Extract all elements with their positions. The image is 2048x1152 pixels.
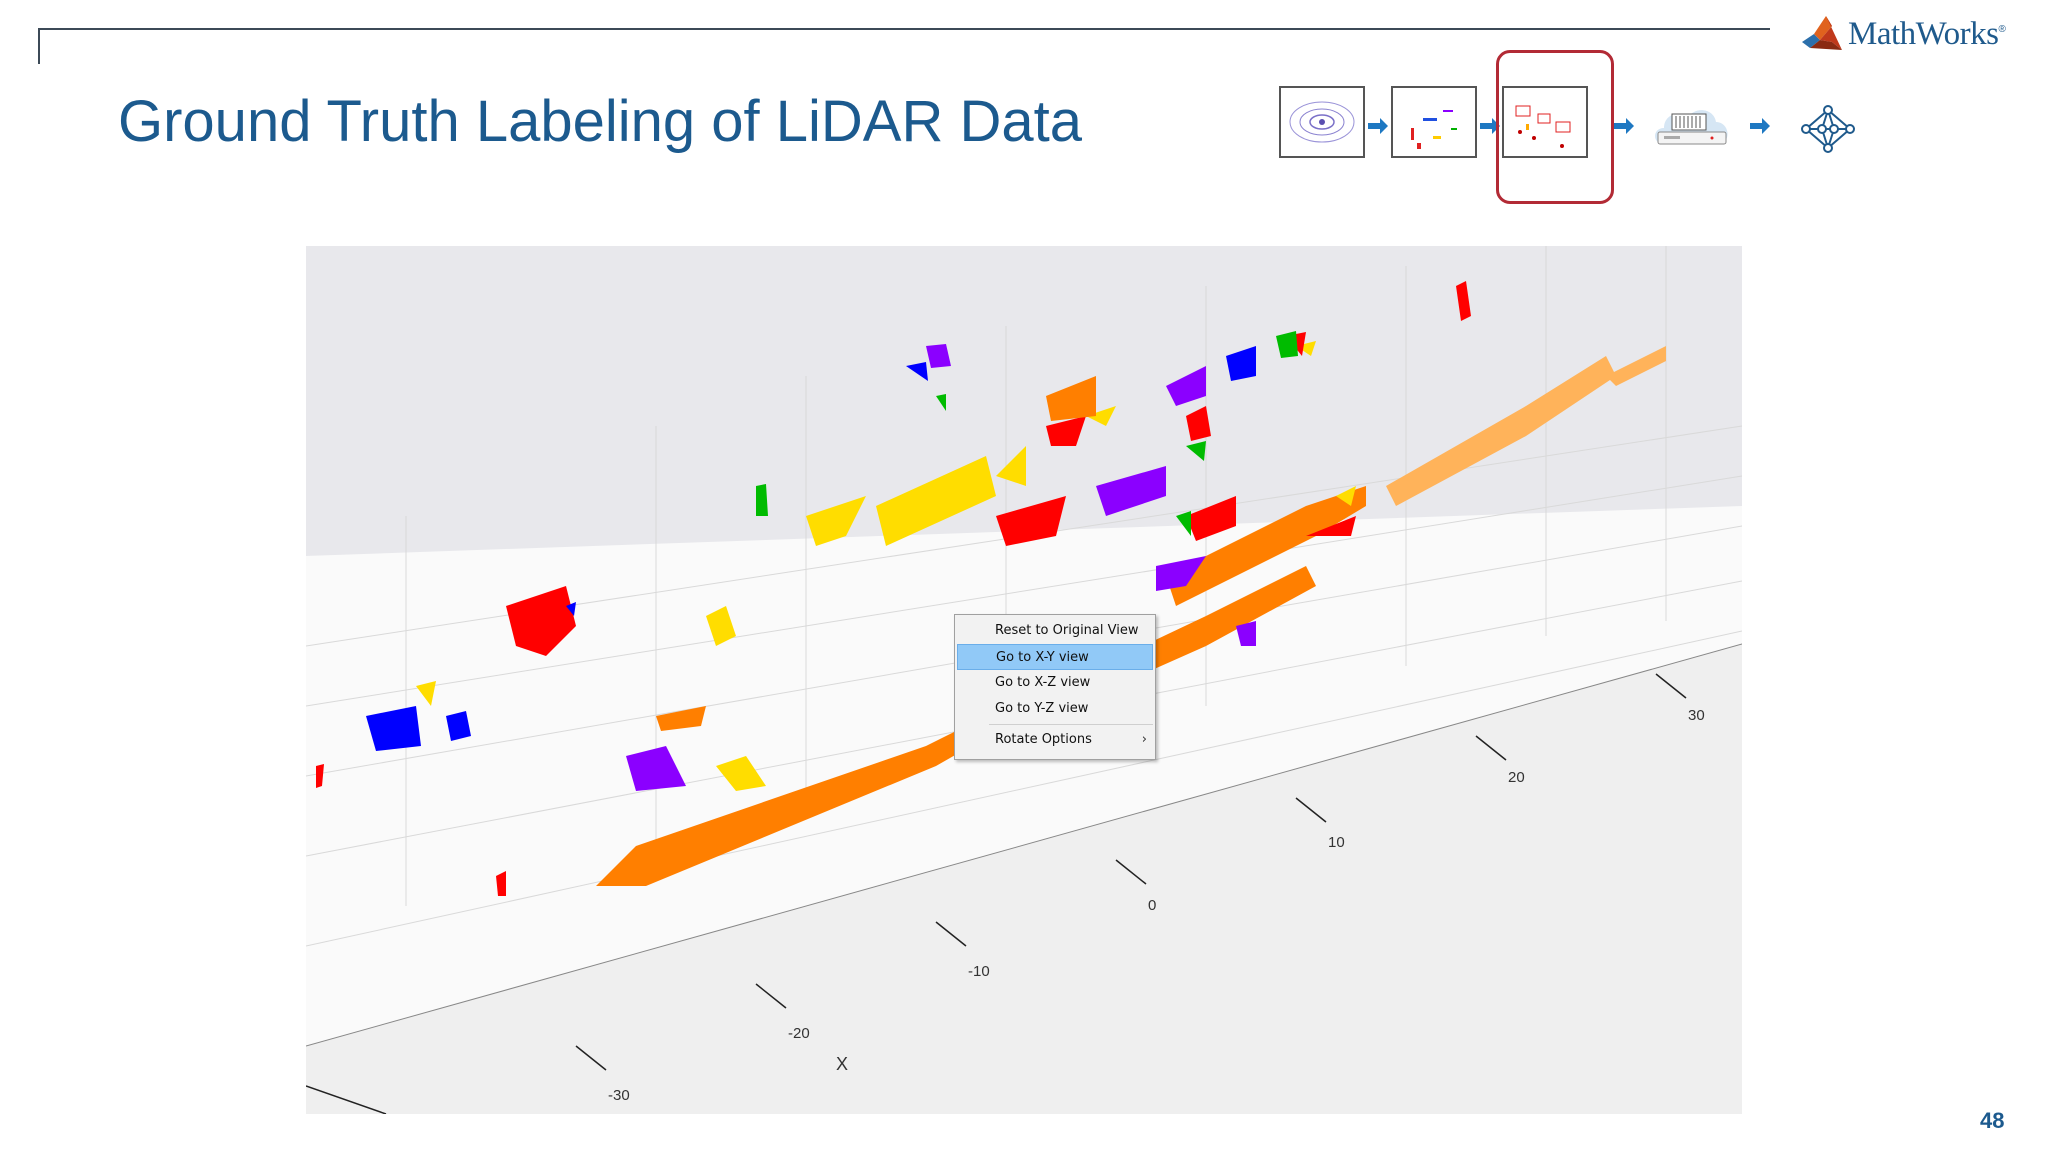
logo-wordmark: MathWorks — [1848, 15, 1999, 52]
x-tick-labels: -30 -20 -10 0 10 20 30 — [608, 707, 1705, 1104]
menu-item-xz-view[interactable]: Go to X-Z view — [995, 675, 1091, 690]
x-tick-label: -20 — [788, 1025, 810, 1042]
neural-network-icon — [1801, 105, 1855, 153]
x-tick-label: 20 — [1508, 769, 1525, 786]
menu-item-reset-view[interactable]: Reset to Original View — [995, 623, 1139, 638]
back-wall-plane — [306, 246, 1742, 556]
header-rule-tick — [38, 28, 40, 64]
x-tick-label: 10 — [1328, 834, 1345, 851]
header-rule — [38, 28, 1770, 30]
membrane-logo-icon — [1802, 16, 1842, 50]
x-tick-label: 0 — [1148, 897, 1156, 914]
lidar-points — [316, 281, 1666, 896]
logo-registered-mark: ® — [1998, 23, 2006, 35]
lidar-point-cloud-plot[interactable]: -30 -20 -10 0 10 20 30 X — [306, 246, 1742, 1114]
page-number: 48 — [1980, 1108, 2005, 1133]
lidar-scan-thumbnail — [1279, 86, 1365, 158]
labeled-boxes-thumbnail — [1502, 86, 1588, 158]
point-cloud-svg[interactable]: -30 -20 -10 0 10 20 30 X — [306, 246, 1742, 1114]
mathworks-logo: MathWorks ® — [1800, 12, 2006, 56]
workflow-arrow-3-icon — [1614, 118, 1634, 134]
menu-item-yz-view[interactable]: Go to Y-Z view — [995, 701, 1089, 716]
active-step-highlight — [1496, 50, 1614, 204]
view-context-menu[interactable]: Reset to Original View Go to X-Y view Go… — [954, 614, 1156, 760]
ground-plane-gray — [306, 644, 1742, 1114]
menu-separator — [989, 724, 1153, 725]
x-axis-label: X — [836, 1054, 848, 1074]
cloud-gpu-server-icon — [1655, 110, 1728, 145]
x-tick-label: -10 — [968, 963, 990, 980]
x-tick-label: -30 — [608, 1087, 630, 1104]
menu-item-rotate-options[interactable]: Rotate Options › — [957, 727, 1153, 753]
x-axis — [306, 643, 1742, 1114]
menu-item-xy-view[interactable]: Go to X-Y view — [957, 644, 1153, 670]
x-tick-label: 30 — [1688, 707, 1705, 724]
workflow-arrow-4-icon — [1750, 118, 1770, 134]
segmented-points-thumbnail — [1391, 86, 1477, 158]
workflow-arrow-1-icon — [1368, 118, 1388, 134]
submenu-arrow-icon: › — [1141, 732, 1147, 747]
workflow-arrow-2-icon — [1480, 118, 1500, 134]
page-title: Ground Truth Labeling of LiDAR Data — [118, 89, 1082, 154]
rotate-options-label: Rotate Options — [995, 732, 1092, 747]
